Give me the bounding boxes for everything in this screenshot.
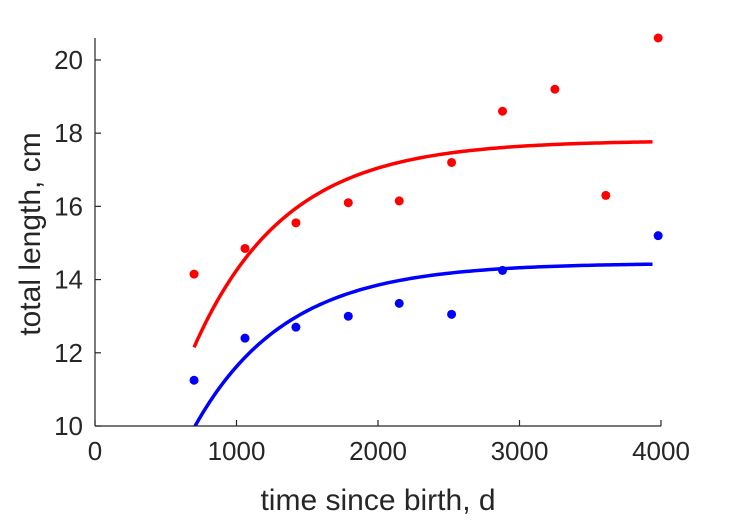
data-point-series-1 bbox=[447, 157, 457, 167]
fit-curve-1 bbox=[192, 140, 653, 349]
data-point-series-2 bbox=[343, 311, 353, 321]
data-point-series-2 bbox=[447, 309, 457, 319]
data-point-series-1 bbox=[653, 33, 663, 43]
data-point-series-1 bbox=[240, 243, 250, 253]
fit-curves bbox=[192, 140, 653, 426]
data-point-series-1 bbox=[601, 190, 611, 200]
x-tick-label: 2000 bbox=[349, 436, 407, 466]
x-tick-label: 3000 bbox=[491, 436, 549, 466]
data-point-series-2 bbox=[291, 322, 301, 332]
data-point-series-1 bbox=[291, 218, 301, 228]
data-point-series-2 bbox=[653, 231, 663, 241]
y-axis-label: total length, cm bbox=[14, 132, 47, 335]
y-tick-label: 16 bbox=[54, 191, 83, 221]
y-axis-ticks: 10 12 14 16 18 20 bbox=[54, 45, 101, 441]
x-axis-label: time since birth, d bbox=[260, 484, 495, 517]
data-point-series-2 bbox=[240, 333, 250, 343]
x-axis-ticks: 0 1000 2000 3000 4000 bbox=[88, 420, 690, 466]
data-point-series-1 bbox=[498, 106, 508, 116]
data-point-series-1 bbox=[550, 84, 560, 94]
data-point-series-2 bbox=[394, 298, 404, 308]
data-point-series-2 bbox=[498, 265, 508, 275]
x-tick-label: 1000 bbox=[208, 436, 266, 466]
data-point-series-2 bbox=[189, 375, 199, 385]
y-tick-label: 10 bbox=[54, 411, 83, 441]
data-point-series-1 bbox=[394, 196, 404, 206]
fit-curve-2 bbox=[193, 262, 653, 426]
x-tick-label: 0 bbox=[88, 436, 102, 466]
y-tick-label: 12 bbox=[54, 338, 83, 368]
data-points bbox=[189, 33, 663, 385]
y-tick-label: 20 bbox=[54, 45, 83, 75]
data-point-series-1 bbox=[343, 198, 353, 208]
y-tick-label: 18 bbox=[54, 118, 83, 148]
x-tick-label: 4000 bbox=[632, 436, 690, 466]
data-point-series-1 bbox=[189, 269, 199, 279]
y-tick-label: 14 bbox=[54, 265, 83, 295]
